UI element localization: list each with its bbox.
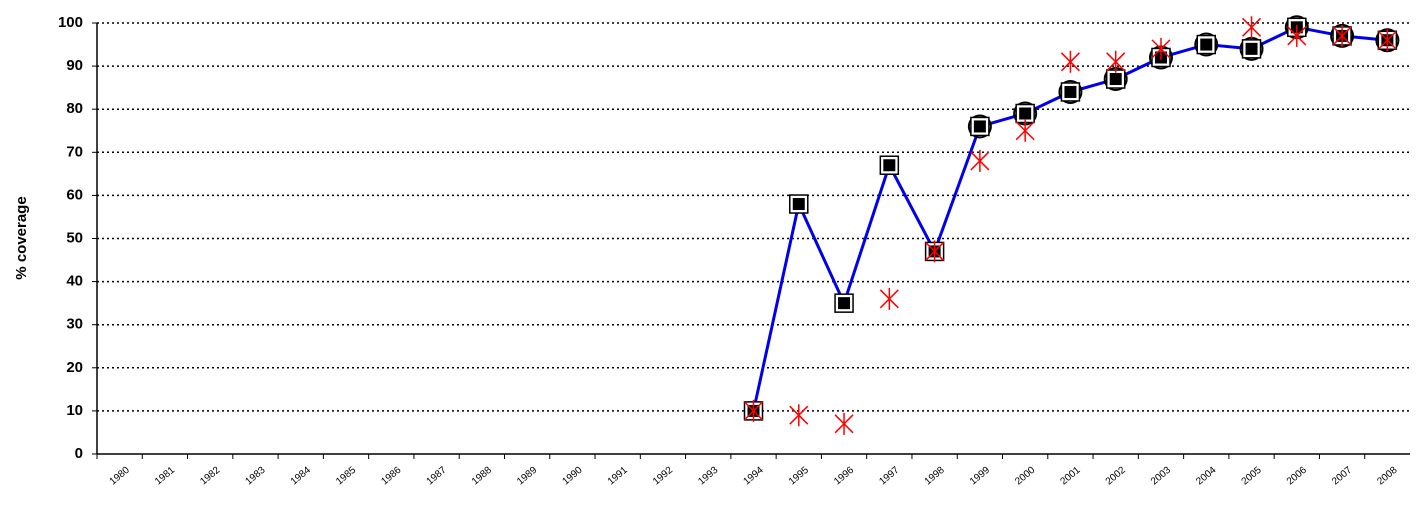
marker (1194, 32, 1219, 57)
x-tick-label: 1989 (515, 464, 539, 487)
x-tick-label: 1982 (198, 464, 222, 487)
x-tick-label: 2003 (1149, 464, 1173, 487)
x-tick-label: 2002 (1104, 464, 1128, 487)
marker-core (1245, 42, 1258, 55)
x-tick-label: 1994 (742, 464, 766, 487)
y-tick-label: 0 (75, 445, 83, 462)
y-axis-label: % coverage (13, 196, 30, 279)
y-tick-label: 40 (66, 273, 83, 290)
x-tick-label: 1984 (289, 464, 313, 487)
x-tick-label: 1987 (425, 464, 449, 487)
marker-core (1019, 107, 1032, 120)
x-tick-label: 2005 (1240, 464, 1264, 487)
x-tick-label: 1997 (877, 464, 901, 487)
x-tick-label: 1985 (334, 464, 358, 487)
marker (834, 412, 854, 435)
marker-core (883, 159, 896, 172)
marker (1151, 37, 1171, 60)
marker-core (1200, 38, 1213, 51)
marker-core (1064, 85, 1077, 98)
marker (1015, 119, 1035, 142)
marker (1058, 79, 1083, 104)
marker (1106, 50, 1126, 73)
x-tick-label: 1990 (560, 464, 584, 487)
x-tick-label: 2008 (1375, 464, 1399, 487)
marker-core (973, 120, 986, 133)
y-tick-label: 20 (66, 359, 83, 376)
x-tick-label: 2007 (1330, 464, 1354, 487)
marker (743, 399, 764, 422)
x-tick-label: 1993 (696, 464, 720, 487)
x-tick-label: 2000 (1013, 464, 1037, 487)
y-tick-label: 30 (66, 316, 83, 333)
x-tick-label: 1981 (153, 464, 177, 487)
y-tick-label: 50 (66, 229, 83, 246)
marker (1060, 50, 1080, 73)
marker (1287, 24, 1307, 47)
x-tick-label: 2001 (1058, 464, 1082, 487)
x-tick-label: 1992 (651, 464, 675, 487)
marker (1332, 24, 1352, 47)
y-tick-label: 80 (66, 100, 83, 117)
series-markers (743, 17, 1398, 421)
x-tick-label: 1988 (470, 464, 494, 487)
x-tick-label: 1991 (606, 464, 630, 487)
marker-core (838, 297, 851, 310)
marker (1377, 29, 1397, 52)
marker (879, 287, 899, 310)
x-tick-label: 2004 (1194, 464, 1218, 487)
y-tick-label: 60 (66, 186, 83, 203)
marker-core (792, 198, 805, 211)
x-tick-label: 1995 (787, 464, 811, 487)
marker (789, 404, 809, 427)
y-tick-label: 70 (66, 143, 83, 160)
y-tick-label: 90 (66, 57, 83, 74)
series-markers (743, 16, 1397, 435)
y-tick-label: 10 (66, 402, 83, 419)
marker-core (1109, 73, 1122, 86)
x-tick-label: 2006 (1285, 464, 1309, 487)
x-tick-label: 1986 (379, 464, 403, 487)
marker (970, 149, 990, 172)
x-tick-label: 1999 (968, 464, 992, 487)
x-tick-label: 1980 (108, 464, 132, 487)
x-tick-label: 1998 (923, 464, 947, 487)
y-tick-label: 100 (58, 14, 83, 31)
marker (925, 240, 945, 263)
marker (1241, 16, 1262, 39)
marker (967, 114, 992, 139)
x-tick-label: 1983 (243, 464, 267, 487)
x-tick-label: 1996 (832, 464, 856, 487)
